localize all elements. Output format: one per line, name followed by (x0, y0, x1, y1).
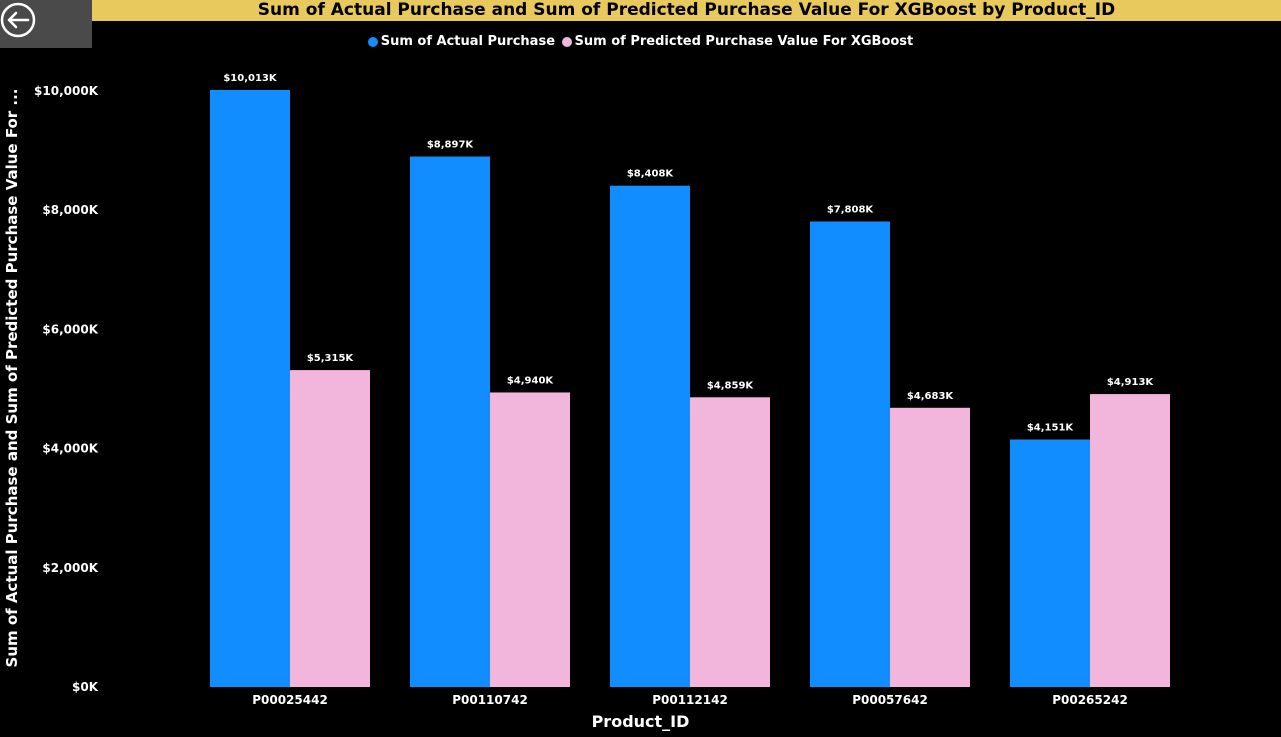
data-label-predicted: $5,315K (307, 353, 355, 364)
x-tick-label: P00057642 (852, 693, 928, 707)
bar-actual[interactable] (410, 156, 490, 687)
data-label-predicted: $4,940K (507, 375, 555, 386)
bar-actual[interactable] (610, 185, 690, 687)
bar-actual[interactable] (1010, 439, 1090, 687)
data-label-predicted: $4,859K (707, 380, 755, 391)
legend-label-actual: Sum of Actual Purchase (380, 34, 556, 49)
legend-swatch-predicted (561, 36, 572, 47)
x-tick-label: P00025442 (252, 693, 328, 707)
legend-item-actual[interactable]: Sum of Actual Purchase (367, 34, 556, 49)
legend-swatch-actual (367, 36, 378, 47)
bar-predicted[interactable] (490, 392, 570, 687)
x-tick-label: P00265242 (1052, 693, 1128, 707)
back-button[interactable] (0, 0, 92, 48)
y-tick-label: $8,000K (42, 203, 98, 217)
x-tick-label: P00110742 (452, 693, 528, 707)
y-tick-label: $2,000K (42, 561, 98, 575)
y-tick-label: $4,000K (42, 442, 98, 456)
data-label-actual: $8,897K (427, 140, 475, 151)
data-label-predicted: $4,683K (907, 391, 955, 402)
bar-actual[interactable] (210, 90, 290, 687)
y-tick-label: $0K (72, 680, 99, 694)
bar-chart: $0K $2,000K $4,000K $6,000K $8,000K $10,000K $… (34, 73, 1170, 707)
bar-predicted[interactable] (1090, 394, 1170, 687)
bar-predicted[interactable] (890, 407, 970, 687)
x-axis-title: Product_ID (591, 712, 690, 731)
x-tick-label: P00112142 (652, 693, 728, 707)
legend-label-predicted: Sum of Predicted Purchase Value For XGBo… (574, 34, 914, 49)
bar-predicted[interactable] (290, 370, 370, 687)
bar-actual[interactable] (810, 221, 890, 687)
bar-predicted[interactable] (690, 397, 770, 687)
y-tick-label: $10,000K (34, 84, 99, 98)
title-bar (0, 0, 1281, 21)
data-label-predicted: $4,913K (1107, 377, 1155, 388)
data-label-actual: $10,013K (223, 73, 278, 84)
back-arrow-icon (0, 2, 36, 38)
chart-title: Sum of Actual Purchase and Sum of Predic… (257, 0, 1116, 20)
data-label-actual: $4,151K (1027, 423, 1075, 434)
chart-legend: Sum of Actual Purchase Sum of Predicted … (0, 34, 1281, 52)
legend-item-predicted[interactable]: Sum of Predicted Purchase Value For XGBo… (561, 34, 914, 49)
data-label-actual: $7,808K (827, 204, 875, 215)
y-tick-label: $6,000K (42, 322, 98, 336)
data-label-actual: $8,408K (627, 169, 675, 180)
